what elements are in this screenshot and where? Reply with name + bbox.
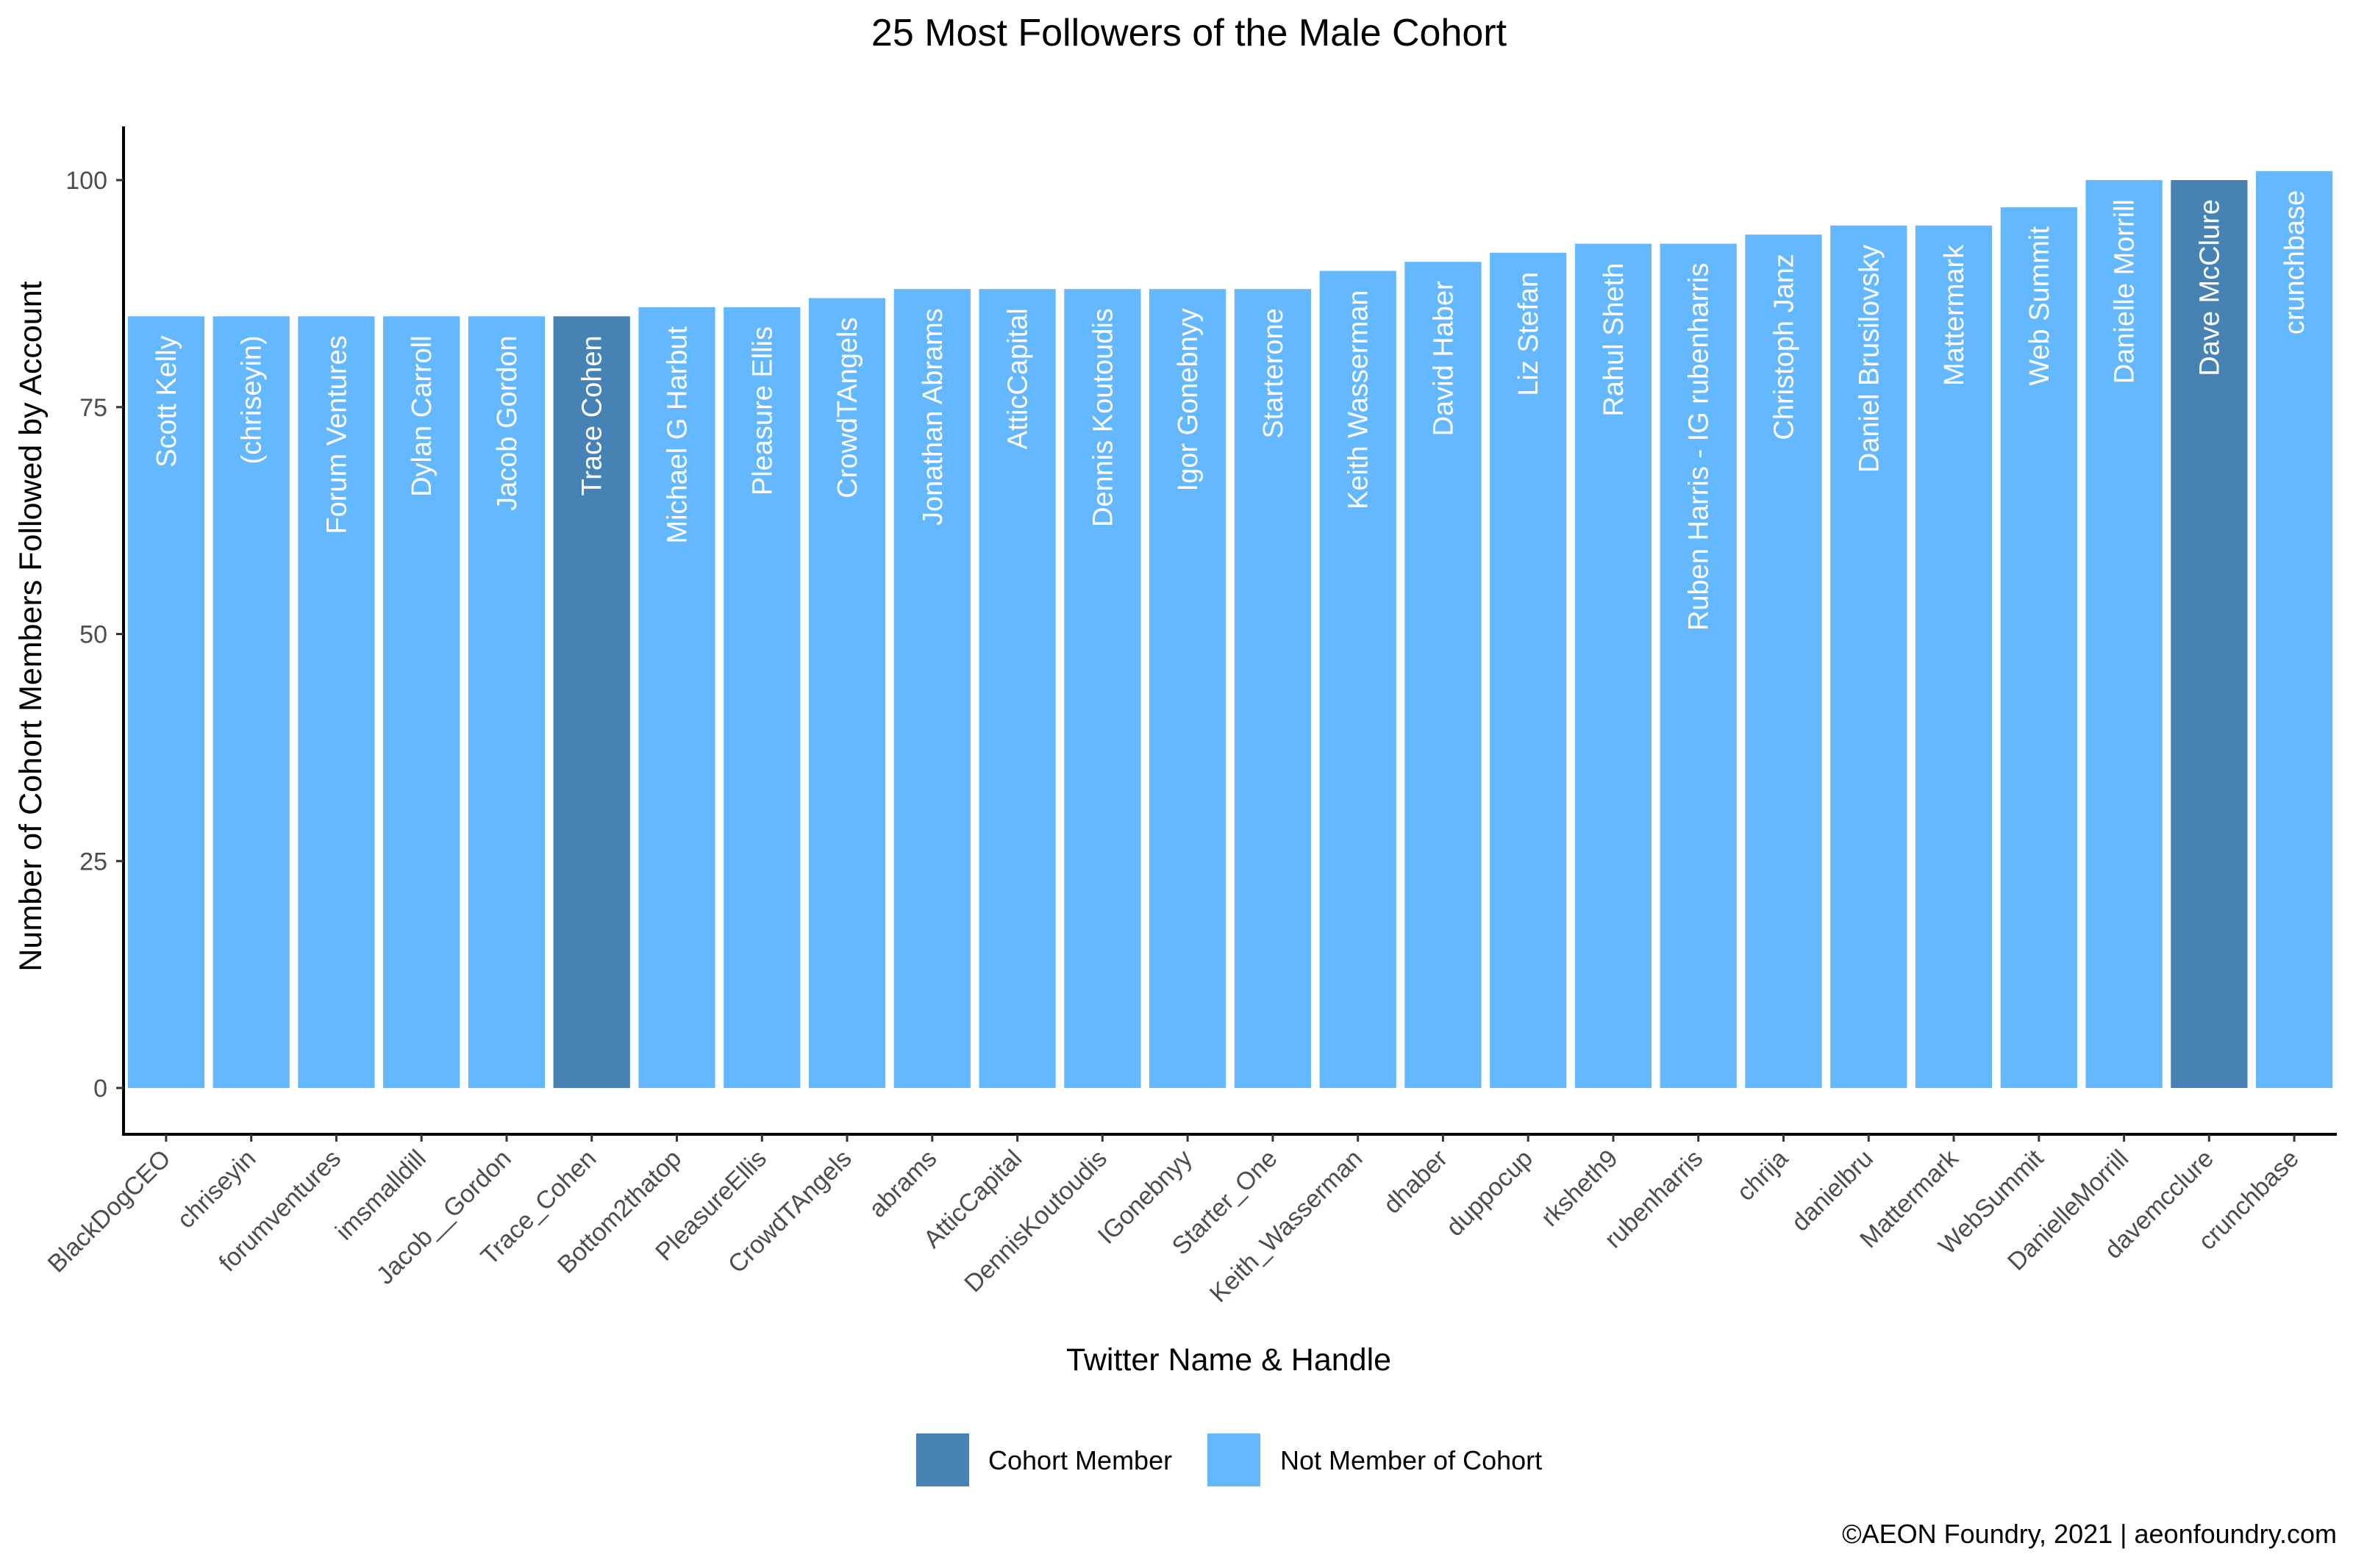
bar-name-label: Jonathan Abrams — [918, 308, 949, 526]
x-tick-label: chriseyin — [172, 1145, 262, 1234]
bar-name-label: Mattermark — [1939, 244, 1970, 386]
bar-name-label: Danielle Morrill — [2110, 199, 2140, 384]
bar-name-label: Jacob Gordon — [492, 335, 523, 511]
bar-name-label: crunchbase — [2279, 190, 2310, 334]
x-tick-label: rksheth9 — [1536, 1145, 1624, 1232]
bar-name-label: Rahul Sheth — [1599, 263, 1629, 417]
bar — [1064, 289, 1141, 1089]
bar — [1149, 289, 1227, 1089]
bar-name-label: (chriseyin) — [237, 335, 268, 464]
bar — [2171, 180, 2248, 1088]
bar — [468, 316, 546, 1089]
bar-name-label: Keith Wasserman — [1343, 290, 1374, 509]
bar — [383, 316, 460, 1089]
bar — [2000, 207, 2077, 1088]
bar — [213, 316, 290, 1089]
bar — [808, 298, 886, 1088]
bar-name-label: Dennis Koutoudis — [1088, 308, 1118, 527]
bar — [1319, 271, 1396, 1088]
legend-label-cohort: Cohort Member — [988, 1445, 1172, 1475]
bar — [1660, 243, 1737, 1088]
y-axis-label: Number of Cohort Members Followed by Acc… — [13, 281, 49, 971]
x-tick-label: chrija — [1732, 1145, 1793, 1206]
bar-name-label: Forum Ventures — [321, 335, 352, 534]
legend: Cohort Member Not Member of Cohort — [916, 1433, 1542, 1486]
y-tick-label: 100 — [65, 167, 107, 195]
bar-name-label: Dylan Carroll — [407, 335, 438, 497]
bar-name-label: Trace Cohen — [577, 335, 608, 495]
y-tick-label: 50 — [79, 621, 107, 649]
x-axis-label: Twitter Name & Handle — [1066, 1342, 1391, 1378]
bar-name-label: AtticCapital — [1003, 308, 1034, 449]
bars-layer — [127, 171, 2333, 1089]
bar — [724, 307, 801, 1088]
bar-name-label: David Haber — [1428, 281, 1459, 437]
bar — [2256, 171, 2333, 1089]
bar — [2085, 180, 2163, 1088]
legend-label-not-cohort: Not Member of Cohort — [1280, 1445, 1542, 1475]
bar-name-label: Starterone — [1258, 308, 1289, 438]
legend-swatch-not-cohort — [1207, 1433, 1260, 1486]
bar — [893, 289, 971, 1089]
bar — [1574, 243, 1652, 1088]
x-tick-label: BlackDogCEO — [43, 1145, 176, 1278]
y-tick-label: 75 — [79, 394, 107, 422]
bar — [1915, 225, 1993, 1089]
bar-name-label: Scott Kelly — [151, 335, 182, 468]
bar — [127, 316, 204, 1089]
bar — [553, 316, 630, 1089]
bar-name-label: Pleasure Ellis — [747, 326, 778, 495]
x-axis-ticks: BlackDogCEOchriseyinforumventuresimsmall… — [43, 1134, 2304, 1308]
bar-name-label: Igor Gonebnyy — [1173, 308, 1204, 491]
caption: ©AEON Foundry, 2021 | aeonfoundry.com — [1842, 1519, 2337, 1549]
x-tick-label: duppocup — [1440, 1145, 1538, 1242]
bar — [1830, 225, 1907, 1089]
bar-name-label: Liz Stefan — [1513, 272, 1544, 396]
y-tick-label: 25 — [79, 848, 107, 876]
x-tick-label: abrams — [863, 1145, 942, 1223]
bar — [638, 307, 715, 1088]
bar-name-label: Michael G Harbut — [663, 326, 693, 543]
bar — [1745, 235, 1822, 1089]
bar — [1404, 262, 1482, 1089]
bar-name-label: CrowdTAngels — [832, 318, 863, 498]
bar-name-label: Ruben Harris - IG rubenharris — [1684, 263, 1715, 631]
bar — [1234, 289, 1311, 1089]
bar-name-label: Dave McClure — [2194, 199, 2225, 376]
y-tick-label: 0 — [93, 1075, 107, 1103]
chart-title: 25 Most Followers of the Male Cohort — [871, 12, 1507, 54]
bar-name-label: Christoph Janz — [1769, 254, 1800, 440]
bar-name-label: Web Summit — [2024, 226, 2055, 386]
bar — [1490, 252, 1567, 1088]
bar — [298, 316, 375, 1089]
y-axis-ticks: 0 25 50 75 100 — [65, 167, 124, 1103]
legend-swatch-cohort — [916, 1433, 969, 1486]
x-tick-label: dhaber — [1378, 1145, 1453, 1220]
bar-name-label: Daniel Brusilovsky — [1854, 245, 1885, 473]
bar — [979, 289, 1056, 1089]
bar-labels-layer: Scott Kelly (chriseyin) Forum Ventures Dyla… — [151, 190, 2310, 631]
x-tick-label: DennisKoutoudis — [959, 1145, 1113, 1298]
x-tick-label: Keith_Wasserman — [1204, 1145, 1368, 1308]
